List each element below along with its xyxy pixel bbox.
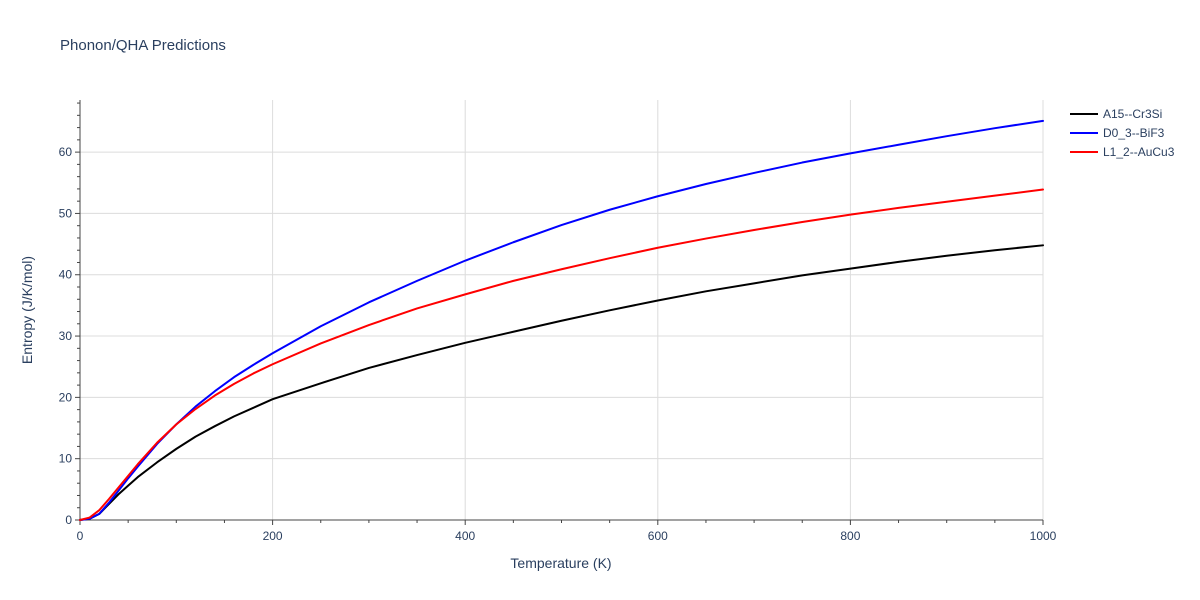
plot-area [79, 119, 1044, 521]
y-tick-label: 10 [59, 452, 73, 466]
legend-item[interactable]: D0_3--BiF3 [1070, 126, 1165, 140]
grid [80, 100, 1044, 520]
series-line-A15--Cr3Si [79, 244, 1044, 521]
y-tick-label: 0 [65, 513, 72, 527]
axes: 0 200 400 600 800 1000 0 10 20 30 40 50 60 [59, 100, 1057, 543]
series-line-L1_2--AuCu3 [79, 188, 1044, 521]
legend-label: A15--Cr3Si [1103, 107, 1162, 121]
x-tick-label: 800 [840, 529, 860, 543]
y-tick-label: 40 [59, 268, 73, 282]
legend: A15--Cr3Si D0_3--BiF3 L1_2--AuCu3 [1070, 107, 1175, 159]
chart-title: Phonon/QHA Predictions [60, 37, 226, 54]
x-tick-label: 0 [77, 529, 84, 543]
y-tick-label: 60 [59, 145, 73, 159]
legend-item[interactable]: L1_2--AuCu3 [1070, 145, 1175, 159]
x-axis-title: Temperature (K) [510, 555, 611, 571]
y-tick-label: 20 [59, 390, 73, 404]
x-tick-label: 1000 [1030, 529, 1057, 543]
legend-label: D0_3--BiF3 [1103, 126, 1165, 140]
x-tick-label: 600 [648, 529, 668, 543]
x-tick-label: 200 [263, 529, 283, 543]
x-tick-label: 400 [455, 529, 475, 543]
series-line-D0_3--BiF3 [79, 119, 1044, 521]
y-tick-label: 50 [59, 206, 73, 220]
y-tick-label: 30 [59, 329, 73, 343]
y-axis-title: Entropy (J/K/mol) [19, 256, 35, 364]
legend-label: L1_2--AuCu3 [1103, 145, 1175, 159]
legend-item[interactable]: A15--Cr3Si [1070, 107, 1162, 121]
